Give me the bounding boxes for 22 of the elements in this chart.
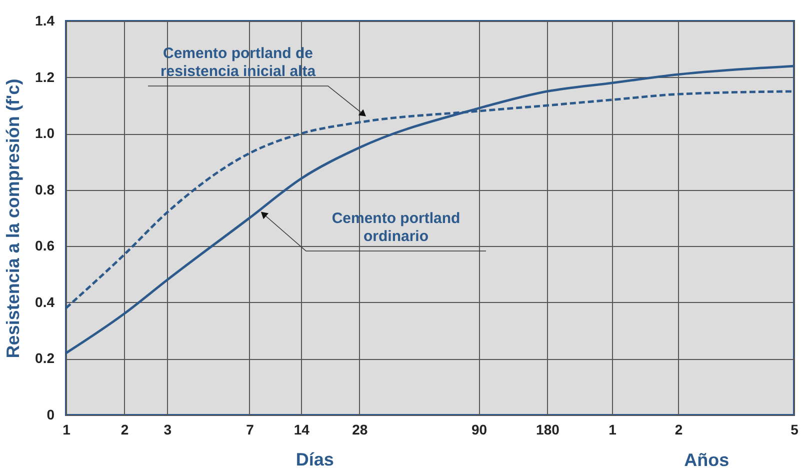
x-tick-label: 90 bbox=[471, 422, 488, 438]
x-tick-label: 2 bbox=[674, 422, 683, 438]
x-tick-label: 2 bbox=[120, 422, 129, 438]
x-tick-label: 5 bbox=[790, 422, 799, 438]
x-tick-label: 1 bbox=[608, 422, 617, 438]
y-tick-label: 1.4 bbox=[35, 12, 55, 28]
x-tick-label: 3 bbox=[164, 422, 172, 438]
y-tick-label: 0.4 bbox=[35, 294, 55, 310]
y-tick-label: 1.0 bbox=[35, 125, 55, 142]
x-axis-title: Días bbox=[296, 450, 334, 470]
y-tick-label: 0.8 bbox=[35, 181, 55, 198]
y-tick-label: 1.2 bbox=[35, 68, 55, 85]
x-tick-label: 14 bbox=[294, 422, 310, 438]
x-tick-label: 1 bbox=[62, 422, 71, 438]
x-tick-label: 7 bbox=[246, 422, 254, 438]
y-tick-label: 0 bbox=[46, 406, 55, 422]
y-axis-title: Resistencia a la compresión (f'c) bbox=[3, 78, 24, 358]
x-tick-label: 180 bbox=[536, 422, 560, 438]
x-tick-label: 28 bbox=[352, 422, 368, 438]
y-tick-label: 0.6 bbox=[35, 238, 55, 254]
text: Años bbox=[684, 450, 730, 470]
y-tick-label: 0.2 bbox=[35, 350, 55, 366]
